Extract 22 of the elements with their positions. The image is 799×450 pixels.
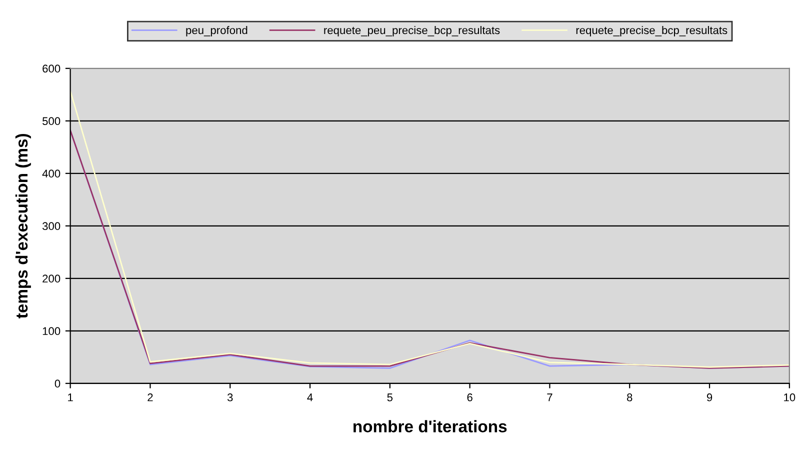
- y-tick-label: 500: [42, 117, 60, 126]
- y-tick-label: 400: [42, 170, 60, 178]
- x-tick-label: 3: [227, 393, 233, 402]
- x-tick-label: 4: [307, 394, 313, 402]
- y-tick-label: 0: [54, 380, 60, 388]
- x-tick-label: 9: [706, 393, 712, 402]
- y-axis-title: temps d'execution (ms): [15, 134, 31, 318]
- x-tick-label: 6: [467, 393, 472, 402]
- y-tick-label: 200: [42, 274, 60, 283]
- x-tick-label: 5: [387, 394, 393, 402]
- x-axis-title: nombre d'iterations: [354, 420, 507, 432]
- y-tick-label: 300: [42, 222, 60, 230]
- x-tick-label: 7: [547, 394, 552, 402]
- legend-label: requete_precise_bcp_resultats: [576, 26, 728, 36]
- x-tick-label: 1: [68, 394, 73, 402]
- y-tick-label: 100: [42, 327, 60, 336]
- x-tick-label: 10: [784, 393, 796, 402]
- x-tick-label: 8: [627, 393, 632, 402]
- x-tick-label: 2: [148, 393, 153, 402]
- legend-label: peu_profond: [186, 26, 248, 36]
- y-tick-label: 600: [42, 64, 60, 73]
- legend-label: requete_peu_precise_bcp_resultats: [324, 26, 500, 36]
